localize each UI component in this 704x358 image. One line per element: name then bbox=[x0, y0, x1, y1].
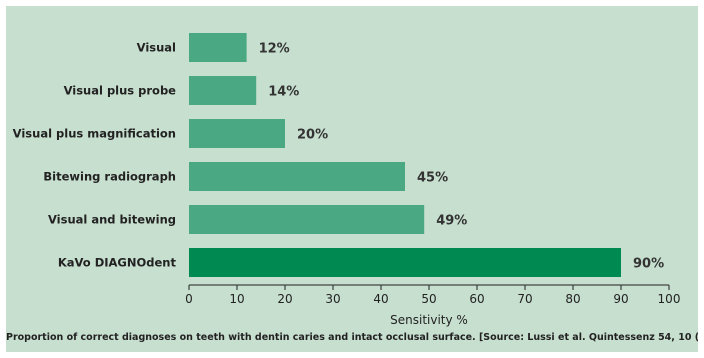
bar-5 bbox=[189, 248, 621, 277]
bar-chart: Visual 12% Visual plus probe 14% Visual plus… bbox=[13, 33, 681, 327]
x-tick-label: 30 bbox=[325, 292, 340, 306]
x-tick-label: 60 bbox=[469, 292, 484, 306]
category-label: Bitewing radiograph bbox=[43, 170, 176, 184]
value-label: 20% bbox=[297, 128, 328, 143]
category-label: Visual plus magnification bbox=[13, 127, 176, 141]
x-axis-title: Sensitivity % bbox=[390, 313, 468, 327]
x-tick-label: 50 bbox=[421, 292, 436, 306]
x-tick-label: 20 bbox=[277, 292, 292, 306]
x-tick-label: 90 bbox=[613, 292, 628, 306]
value-label: 14% bbox=[268, 85, 299, 100]
chart-caption: Proportion of correct diagnoses on teeth… bbox=[6, 332, 698, 343]
category-label: Visual bbox=[137, 41, 176, 55]
category-label: Visual and bitewing bbox=[48, 213, 176, 227]
value-label: 90% bbox=[633, 257, 664, 272]
bar-1 bbox=[189, 76, 257, 105]
chart-figure: Visual 12% Visual plus probe 14% Visual plus… bbox=[6, 6, 698, 352]
x-tick-label: 70 bbox=[517, 292, 532, 306]
x-tick-label: 80 bbox=[565, 292, 580, 306]
value-label: 12% bbox=[259, 42, 290, 57]
bar-2 bbox=[189, 119, 285, 148]
category-label: KaVo DIAGNOdent bbox=[58, 256, 177, 270]
value-label: 45% bbox=[417, 171, 448, 186]
value-label: 49% bbox=[436, 214, 467, 229]
bar-3 bbox=[189, 162, 405, 191]
x-tick-label: 40 bbox=[373, 292, 388, 306]
bar-0 bbox=[189, 33, 247, 62]
bar-4 bbox=[189, 205, 425, 234]
x-tick-label: 0 bbox=[185, 292, 193, 306]
x-tick-label: 10 bbox=[229, 292, 244, 306]
category-label: Visual plus probe bbox=[64, 84, 177, 98]
x-tick-label: 100 bbox=[658, 292, 681, 306]
